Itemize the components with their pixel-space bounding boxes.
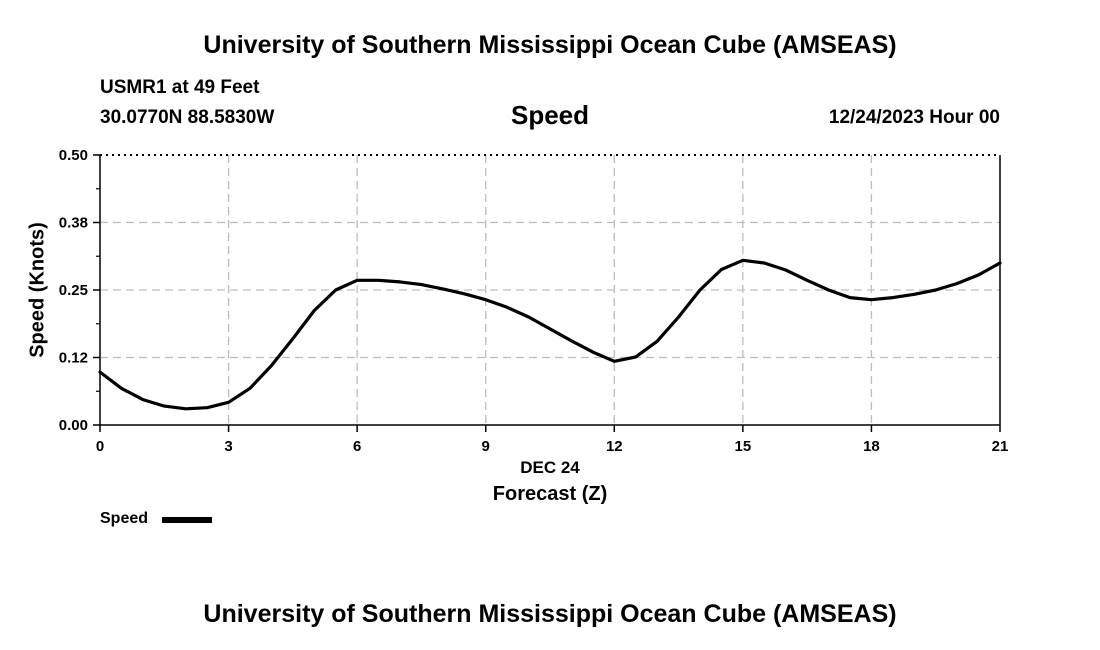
- chart-title-bottom: University of Southern Mississippi Ocean…: [203, 600, 897, 628]
- x-tick-label: 12: [606, 438, 623, 455]
- y-tick-label: 0.50: [59, 147, 88, 164]
- legend-label: Speed: [100, 510, 149, 527]
- coordinates-label: 30.0770N 88.5830W: [100, 107, 275, 128]
- x-tick-label: 18: [863, 438, 880, 455]
- x-tick-label: 3: [224, 438, 232, 455]
- legend-swatch: [162, 517, 212, 523]
- x-tick-label: 15: [735, 438, 752, 455]
- y-tick-label: 0.38: [59, 215, 88, 232]
- x-tick-label: 21: [992, 438, 1009, 455]
- x-axis-date-label: DEC 24: [520, 458, 580, 477]
- x-tick-label: 9: [482, 438, 490, 455]
- x-axis-title: Forecast (Z): [492, 483, 608, 505]
- chart-title: Speed: [510, 100, 590, 130]
- speed-series-line: [98, 258, 1002, 411]
- y-tick-label: 0.12: [59, 350, 88, 367]
- y-axis-title: Speed (Knots): [26, 222, 49, 358]
- x-tick-label: 0: [96, 438, 104, 455]
- chart-title-top: University of Southern Mississippi Ocean…: [203, 31, 897, 59]
- station-label: USMR1 at 49 Feet: [100, 77, 260, 98]
- datetime-label: 12/24/2023 Hour 00: [828, 107, 1000, 128]
- y-tick-label: 0.00: [59, 417, 88, 434]
- x-tick-label: 6: [353, 438, 361, 455]
- y-tick-label: 0.25: [59, 282, 88, 299]
